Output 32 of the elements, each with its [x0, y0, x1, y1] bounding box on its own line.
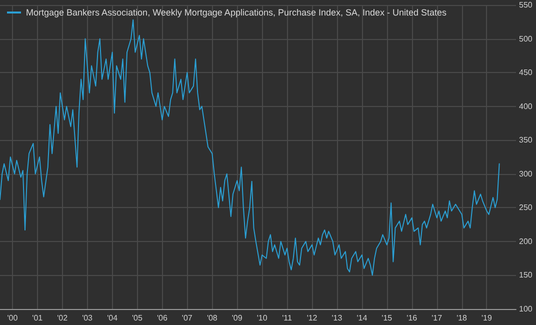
legend-label: Mortgage Bankers Association, Weekly Mortgage Applications, Purchase Index, SA, Index - United States: [26, 8, 448, 18]
x-tick-label: '11: [282, 314, 292, 322]
y-tick-label: 350: [519, 136, 533, 145]
line-series: [0, 19, 500, 276]
x-tick-label: '16: [406, 314, 418, 322]
x-tick-label: '06: [156, 314, 168, 322]
x-tick-label: '15: [382, 314, 393, 322]
y-tick-label: 100: [519, 304, 533, 314]
x-tick-label: '01: [32, 314, 44, 322]
x-tick-label: '19: [482, 314, 493, 322]
x-tick-label: '10: [256, 314, 268, 322]
y-tick-label: 450: [519, 68, 533, 78]
x-tick-label: '05: [132, 314, 144, 322]
x-tick-label: '18: [456, 314, 468, 322]
x-tick-label: '02: [57, 314, 68, 322]
x-tick-label: '03: [82, 314, 94, 322]
x-tick-label: '08: [206, 314, 218, 322]
y-tick-label: 150: [519, 270, 533, 280]
y-tick-label: 500: [519, 34, 533, 44]
x-tick-label: '04: [107, 314, 118, 322]
x-tick-label: '13: [332, 314, 343, 322]
x-tick-label: '09: [232, 314, 243, 322]
x-tick-label: '00: [7, 314, 18, 322]
y-tick-label: 550: [519, 0, 533, 10]
y-tick-label: 400: [519, 102, 533, 111]
x-tick-label: '07: [182, 314, 193, 322]
x-tick-label: '12: [306, 314, 318, 322]
y-tick-label: 300: [519, 169, 533, 178]
y-tick-label: 200: [519, 236, 533, 246]
x-tick-label: '14: [356, 314, 368, 322]
x-tick-label: '17: [432, 314, 443, 322]
y-tick-label: 250: [519, 203, 533, 212]
